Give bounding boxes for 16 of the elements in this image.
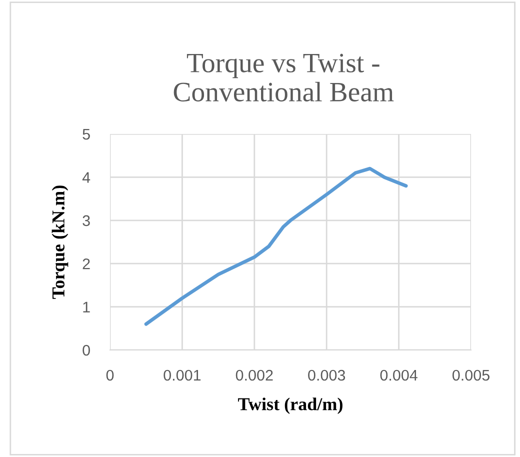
x-tick-label: 0.005 [452, 370, 490, 381]
y-tick-label: 4 [82, 172, 90, 183]
y-tick-label: 2 [82, 258, 90, 270]
y-tick-label: 5 [82, 129, 90, 140]
x-tick-label: 0.003 [308, 370, 346, 381]
chart-title: Torque vs Twist - Conventional Beam [174, 54, 394, 102]
line-series [144, 166, 408, 326]
x-tick-label: 0.001 [164, 370, 201, 381]
y-tick-label: 1 [83, 302, 90, 312]
x-axis-title: Twist (rad/m) [238, 398, 342, 414]
x-tick-label: 0.004 [380, 370, 418, 381]
x-tick-label: 0 [106, 370, 114, 381]
y-tick-label: 3 [82, 215, 90, 226]
y-tick-label: 0 [82, 344, 90, 356]
y-axis-title: Torque (kN.m) [52, 186, 68, 299]
x-tick-label: 0.002 [236, 370, 273, 381]
